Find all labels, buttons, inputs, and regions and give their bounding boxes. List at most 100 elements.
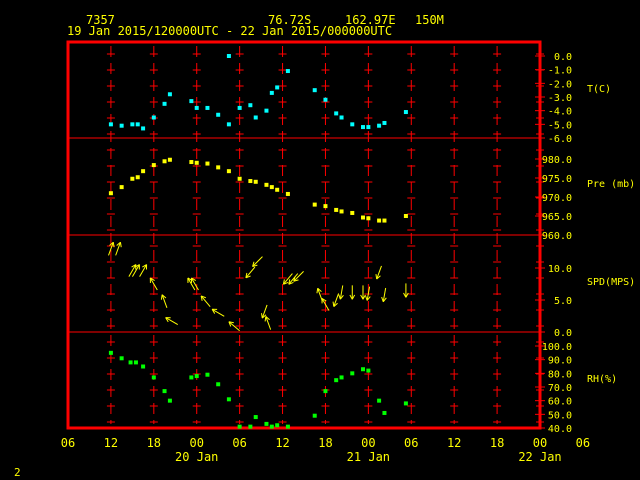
wind-arrow-shaft (165, 317, 179, 326)
x-tick-label: 06 (232, 436, 246, 450)
rh-point (269, 424, 274, 429)
wind-arrow (252, 256, 263, 268)
temp-point (312, 88, 317, 93)
wind-arrow (338, 285, 344, 300)
y-tick-label-temp: -4.0 (548, 107, 572, 118)
temp-point (285, 69, 290, 74)
x-tick-label: 06 (404, 436, 418, 450)
rh-point (339, 375, 344, 380)
y-tick-label-temp: -3.0 (548, 93, 572, 104)
pressure-point (141, 169, 146, 174)
rh-point (350, 371, 355, 376)
rh-point (264, 421, 269, 426)
x-tick-label: 06 (576, 436, 590, 450)
y-tick-label-temp: -2.0 (548, 79, 572, 90)
temp-point (189, 99, 194, 104)
wind-arrow-head (288, 279, 291, 285)
panel-label-rh: RH(%) (587, 374, 617, 385)
temp-point (130, 122, 135, 127)
wind-arrow-head (191, 277, 196, 281)
wind-arrow-shaft (200, 295, 211, 307)
pressure-point (264, 182, 269, 187)
time-range: 19 Jan 2015/120000UTC - 22 Jan 2015/0000… (67, 24, 392, 38)
data-marks (108, 54, 409, 429)
station-id: 7357 (86, 13, 115, 27)
wind-arrow (200, 295, 211, 307)
temp-point (339, 115, 344, 120)
wind-arrow-head (333, 302, 338, 307)
wind-arrow (108, 241, 115, 256)
wind-arrow (375, 265, 382, 280)
rh-point (167, 398, 172, 403)
wind-arrow (165, 317, 179, 326)
wind-arrow-shaft (187, 277, 196, 291)
wind-arrow (332, 293, 340, 307)
pressure-point (361, 215, 365, 220)
y-tick-label-rh: 60.0 (548, 397, 572, 408)
pressure-point (285, 191, 290, 196)
pressure-point (151, 163, 156, 168)
x-tick-label: 12 (104, 436, 118, 450)
wind-arrow-shaft (252, 256, 263, 267)
temp-point (323, 97, 328, 102)
y-tick-label-rh: 90.0 (548, 356, 572, 367)
temp-point (135, 122, 140, 127)
rh-point (194, 374, 199, 379)
temp-point (226, 54, 231, 58)
temp-point (382, 120, 387, 125)
y-tick-label-temp: -1.0 (548, 66, 572, 77)
wind-arrow-head (252, 264, 258, 268)
rh-point (189, 375, 194, 380)
temp-point (226, 122, 231, 127)
wind-arrow (381, 287, 387, 303)
wind-arrow (288, 273, 299, 285)
pressure-point (226, 169, 231, 174)
panel-label-temp: T(C) (587, 84, 611, 95)
temp-point (366, 125, 371, 130)
wind-arrow-head (351, 294, 356, 300)
rh-point (151, 375, 156, 380)
y-tick-label-wind: 5.0 (554, 296, 572, 307)
temp-point (205, 105, 210, 110)
wind-arrow-shaft (149, 277, 158, 291)
y-tick-label-temp: -5.0 (548, 120, 572, 131)
pressure-point (135, 175, 140, 180)
x-tick-label: 18 (490, 436, 504, 450)
wind-arrow (211, 308, 225, 317)
pressure-point (269, 185, 274, 190)
wind-arrow-head (366, 296, 371, 301)
wind-arrow (160, 294, 168, 309)
y-tick-label-wind: 0.0 (554, 328, 572, 339)
x-tick-label: 12 (447, 436, 461, 450)
pressure-point (339, 209, 344, 214)
pressure-point (237, 176, 242, 181)
wind-arrow-head (142, 264, 147, 268)
rh-point (216, 382, 221, 387)
pressure-point (366, 216, 371, 221)
temp-point (167, 92, 172, 97)
wind-arrow (293, 271, 304, 282)
temp-point (194, 105, 199, 110)
wind-arrow-head (317, 287, 322, 292)
temp-point (151, 115, 156, 120)
wind-arrow (282, 273, 293, 285)
wind-arrow-head (293, 279, 299, 282)
rh-point (119, 356, 124, 361)
wind-arrow-head (245, 275, 251, 279)
rh-point (162, 389, 167, 394)
wind-arrow-head (376, 275, 381, 280)
y-tick-label-temp: 0.0 (554, 52, 572, 63)
wind-arrow (115, 241, 122, 256)
wind-arrow-head (362, 294, 366, 300)
wind-arrow (132, 264, 140, 277)
x-day-label: 20 Jan (175, 450, 218, 464)
x-tick-label: 00 (361, 436, 375, 450)
wind-arrow-head (119, 242, 122, 248)
wind-arrow-shaft (228, 321, 240, 332)
wind-arrow (128, 264, 137, 277)
wind-arrow (349, 285, 356, 300)
wind-arrow-head (264, 316, 267, 322)
rh-point (133, 360, 138, 365)
wind-arrow-shaft (139, 264, 148, 277)
wind-arrow-shaft (108, 242, 114, 256)
